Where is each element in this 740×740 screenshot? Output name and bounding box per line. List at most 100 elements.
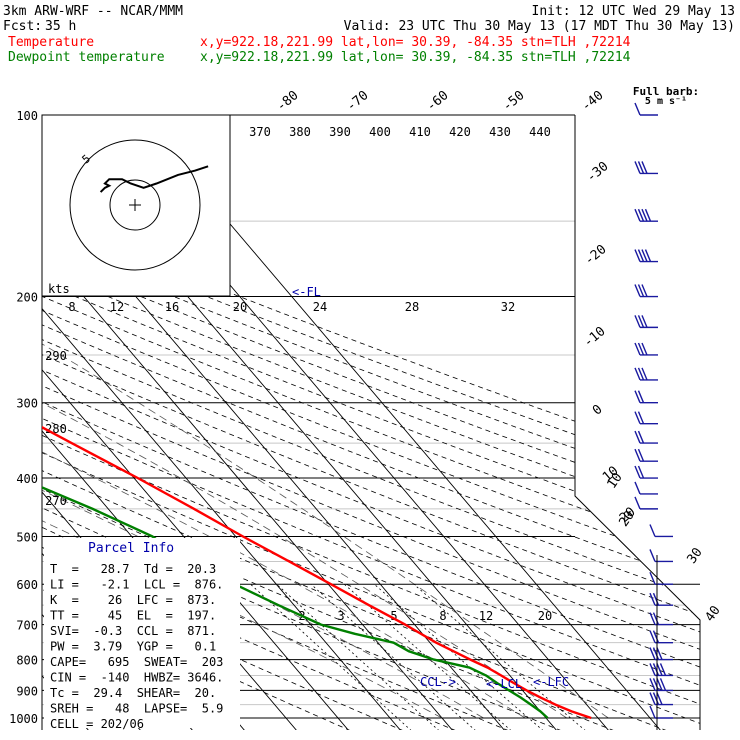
wind-barb-flag (641, 342, 648, 356)
mixing-ratio-label: 20 (538, 609, 552, 623)
mixing-ratio-label: 3 (337, 609, 344, 623)
parcel-info-row: Tc = 29.4 SHEAR= 20. (50, 686, 216, 700)
isotherm-label-top: -80 (274, 88, 302, 115)
adiabat-label: 270 (45, 494, 67, 508)
dry-adiabat (42, 115, 700, 730)
level-marker: <-LFC (533, 675, 569, 689)
dry-adiabat (42, 115, 700, 730)
wind-barb-flag (649, 647, 656, 660)
pressure-label-1000: 1000 (9, 712, 38, 726)
mixing-ratio-label: 5 (390, 609, 397, 623)
forecast-hour: 35 h (45, 19, 76, 34)
mixing-ratio-label: 8 (439, 609, 446, 623)
wind-barb-flag (634, 249, 641, 262)
moist-adiabat (42, 296, 443, 719)
isotherm (42, 115, 350, 730)
wind-profile: Full barb: 5 m s⁻¹ 10 20 30 40 (604, 85, 724, 730)
wind-barb-flag (649, 678, 656, 691)
parcel-info-row: SREH = 48 LAPSE= 5.9 (50, 702, 223, 716)
wind-barb-flag (637, 249, 645, 262)
pressure-label-400: 400 (16, 472, 38, 486)
wind-scale-unit: 5 m s⁻¹ (645, 96, 687, 107)
theta-e-label: 430 (489, 125, 511, 139)
wind-barb-flag (634, 465, 641, 479)
init-time: Init: 12 UTC Wed 29 May 13 (532, 4, 736, 19)
wind-barb-flag (634, 315, 641, 328)
isotherm-label-right: -10 (581, 324, 609, 351)
mixing-ratio-line (344, 583, 512, 730)
hodo-ring-inner (109, 179, 161, 231)
wind-barb-flag (634, 390, 641, 403)
dry-adiabat (42, 115, 700, 730)
wind-barb-flag (637, 465, 645, 479)
wind-barb-flag (652, 630, 660, 643)
speed-scale-label: 28 (405, 300, 419, 314)
hodo-ring-outer (69, 139, 201, 271)
isotherm (0, 115, 37, 731)
wind-barb-flag (637, 411, 645, 424)
wind-barb-flag (641, 249, 648, 262)
speed-scale-label: 12 (110, 300, 124, 314)
wind-barb-flag (637, 367, 645, 381)
dry-adiabat (42, 115, 700, 730)
wind-barb-flag (637, 161, 645, 174)
temperature-legend: Temperature (8, 35, 94, 50)
theta-e-label: 440 (529, 125, 551, 139)
isotherm-label-right: 0 (590, 402, 606, 419)
theta-e-label: 390 (329, 125, 351, 139)
speed-scale-label: 16 (165, 300, 179, 314)
wind-barb-flag (637, 342, 645, 356)
wind-scale-label: 20 (616, 508, 637, 529)
wind-scale-label: 30 (684, 545, 705, 566)
parcel-info-row: CAPE= 695 SWEAT= 203 (50, 655, 223, 669)
temperature-profile (42, 115, 592, 720)
isotherm (42, 115, 402, 730)
pressure-label-300: 300 (16, 397, 38, 411)
pressure-label-500: 500 (16, 530, 38, 544)
mixing-ratio-line (374, 583, 544, 730)
parcel-info-row: SVI= -0.3 CCL = 871. (50, 624, 216, 638)
model-title: 3km ARW-WRF -- NCAR/MMM (3, 4, 183, 19)
dry-adiabat (42, 115, 700, 730)
wind-barb-flag (634, 102, 641, 116)
wind-barb-flag (634, 367, 641, 381)
wind-barb-flag (649, 612, 656, 625)
isotherm-label-right: -20 (582, 242, 610, 269)
wind-barb-flag (649, 705, 656, 719)
isotherm-label-top: -50 (500, 88, 528, 115)
dewpoint-location: x,y=922.18,221.99 lat,lon= 30.39, -84.35… (200, 50, 631, 65)
wind-barb-flag (634, 430, 641, 444)
level-marker: <-LCL (486, 677, 522, 691)
hodo-units: kts (48, 282, 70, 296)
wind-barb-flag (644, 208, 652, 222)
wind-barb-flag (649, 524, 656, 537)
wind-barb-flag (656, 647, 663, 660)
wind-barb-flag (649, 692, 656, 705)
level-marker: <-FL (292, 285, 321, 299)
pressure-label-600: 600 (16, 578, 38, 592)
dewpoint-profile (42, 115, 549, 719)
wind-barb-flag (641, 367, 648, 381)
wind-barb-flag (649, 630, 656, 643)
parcel-info-row: LI = -2.1 LCL = 876. (50, 578, 223, 592)
wind-barb-flag (634, 448, 641, 462)
dry-adiabat (42, 115, 700, 730)
sounding-profiles (42, 115, 592, 720)
wind-barb-flag (634, 342, 641, 356)
theta-e-label: 370 (249, 125, 271, 139)
dewpoint-legend: Dewpoint temperature (8, 50, 165, 65)
wind-barb-flag (652, 692, 660, 705)
wind-barb-flag (637, 390, 645, 403)
mixing-ratio-label: 12 (479, 609, 493, 623)
wind-barb-flag (652, 647, 660, 660)
dry-adiabat (42, 115, 700, 730)
level-marker: CCL-> (420, 675, 456, 689)
wind-barb-flag (641, 161, 648, 174)
theta-e-label: 380 (289, 125, 311, 139)
wind-barb-flag (656, 663, 663, 676)
dry-adiabat (42, 115, 700, 730)
wind-barb-flag (649, 592, 656, 606)
wind-barb-flag (652, 663, 660, 676)
pressure-label-900: 900 (16, 684, 38, 698)
